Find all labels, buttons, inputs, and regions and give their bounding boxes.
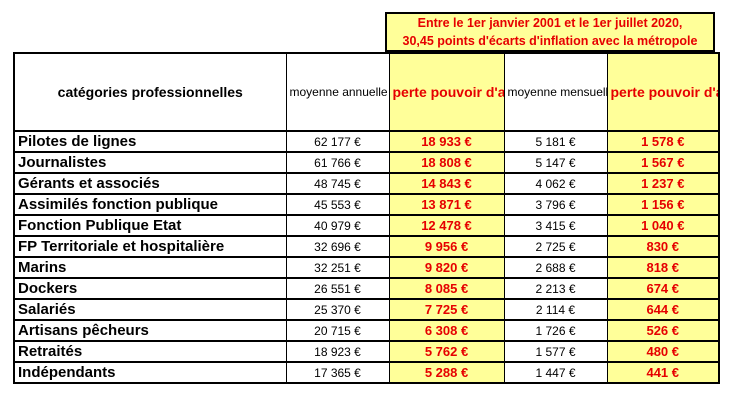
table-row: Pilotes de lignes 62 177 € 18 933 € 5 18… bbox=[13, 130, 720, 153]
table-row: FP Territoriale et hospitalière 32 696 €… bbox=[13, 235, 720, 258]
monthly-loss-cell: 480 € bbox=[606, 340, 720, 363]
monthly-loss-cell: 1 567 € bbox=[606, 151, 720, 174]
monthly-loss-cell: 526 € bbox=[606, 319, 720, 342]
monthly-loss-cell: 644 € bbox=[606, 298, 720, 321]
category-cell: Pilotes de lignes bbox=[13, 130, 287, 153]
data-table: catégories professionnelles moyenne annu… bbox=[13, 52, 720, 384]
annual-average-cell: 62 177 € bbox=[285, 130, 390, 153]
header-monthly-average: moyenne mensuelle bbox=[503, 52, 608, 132]
annual-average-cell: 25 370 € bbox=[285, 298, 390, 321]
monthly-average-cell: 5 147 € bbox=[503, 151, 608, 174]
banner-line-1: Entre le 1er janvier 2001 et le 1er juil… bbox=[417, 16, 683, 30]
category-cell: Marins bbox=[13, 256, 287, 279]
category-cell: Assimilés fonction publique bbox=[13, 193, 287, 216]
annual-average-cell: 40 979 € bbox=[285, 214, 390, 237]
category-cell: Gérants et associés bbox=[13, 172, 287, 195]
monthly-average-cell: 3 415 € bbox=[503, 214, 608, 237]
header-row: catégories professionnelles moyenne annu… bbox=[13, 52, 720, 132]
table-row: Assimilés fonction publique 45 553 € 13 … bbox=[13, 193, 720, 216]
monthly-loss-cell: 1 040 € bbox=[606, 214, 720, 237]
annual-average-cell: 18 923 € bbox=[285, 340, 390, 363]
category-cell: Artisans pêcheurs bbox=[13, 319, 287, 342]
category-cell: Indépendants bbox=[13, 361, 287, 384]
table-row: Artisans pêcheurs 20 715 € 6 308 € 1 726… bbox=[13, 319, 720, 342]
annual-average-cell: 61 766 € bbox=[285, 151, 390, 174]
monthly-average-cell: 1 726 € bbox=[503, 319, 608, 342]
banner: Entre le 1er janvier 2001 et le 1er juil… bbox=[385, 12, 715, 52]
monthly-average-cell: 2 688 € bbox=[503, 256, 608, 279]
monthly-average-cell: 2 213 € bbox=[503, 277, 608, 300]
monthly-average-cell: 5 181 € bbox=[503, 130, 608, 153]
annual-average-cell: 48 745 € bbox=[285, 172, 390, 195]
monthly-loss-cell: 441 € bbox=[606, 361, 720, 384]
monthly-loss-cell: 1 578 € bbox=[606, 130, 720, 153]
annual-average-cell: 26 551 € bbox=[285, 277, 390, 300]
annual-loss-cell: 18 808 € bbox=[388, 151, 505, 174]
table-row: Salariés 25 370 € 7 725 € 2 114 € 644 € bbox=[13, 298, 720, 321]
table-row: Journalistes 61 766 € 18 808 € 5 147 € 1… bbox=[13, 151, 720, 174]
table-row: Retraités 18 923 € 5 762 € 1 577 € 480 € bbox=[13, 340, 720, 363]
table-row: Dockers 26 551 € 8 085 € 2 213 € 674 € bbox=[13, 277, 720, 300]
annual-loss-cell: 9 820 € bbox=[388, 256, 505, 279]
monthly-loss-cell: 818 € bbox=[606, 256, 720, 279]
monthly-loss-cell: 830 € bbox=[606, 235, 720, 258]
monthly-average-cell: 3 796 € bbox=[503, 193, 608, 216]
table-row: Gérants et associés 48 745 € 14 843 € 4 … bbox=[13, 172, 720, 195]
monthly-average-cell: 1 447 € bbox=[503, 361, 608, 384]
table-row: Indépendants 17 365 € 5 288 € 1 447 € 44… bbox=[13, 361, 720, 384]
annual-loss-cell: 13 871 € bbox=[388, 193, 505, 216]
annual-loss-cell: 9 956 € bbox=[388, 235, 505, 258]
category-cell: Salariés bbox=[13, 298, 287, 321]
header-monthly-loss: perte pouvoir d'achat mensuel bbox=[606, 52, 720, 132]
annual-loss-cell: 6 308 € bbox=[388, 319, 505, 342]
table-row: Fonction Publique Etat 40 979 € 12 478 €… bbox=[13, 214, 720, 237]
table-row: Marins 32 251 € 9 820 € 2 688 € 818 € bbox=[13, 256, 720, 279]
header-annual-average: moyenne annuelle bbox=[285, 52, 390, 132]
monthly-loss-cell: 1 237 € bbox=[606, 172, 720, 195]
category-cell: Retraités bbox=[13, 340, 287, 363]
monthly-average-cell: 2 114 € bbox=[503, 298, 608, 321]
monthly-average-cell: 2 725 € bbox=[503, 235, 608, 258]
annual-loss-cell: 14 843 € bbox=[388, 172, 505, 195]
annual-average-cell: 45 553 € bbox=[285, 193, 390, 216]
annual-average-cell: 32 251 € bbox=[285, 256, 390, 279]
monthly-loss-cell: 674 € bbox=[606, 277, 720, 300]
header-annual-loss: perte pouvoir d'achat annuel bbox=[388, 52, 505, 132]
monthly-loss-cell: 1 156 € bbox=[606, 193, 720, 216]
category-cell: FP Territoriale et hospitalière bbox=[13, 235, 287, 258]
annual-loss-cell: 12 478 € bbox=[388, 214, 505, 237]
monthly-average-cell: 4 062 € bbox=[503, 172, 608, 195]
annual-average-cell: 17 365 € bbox=[285, 361, 390, 384]
annual-loss-cell: 7 725 € bbox=[388, 298, 505, 321]
annual-average-cell: 20 715 € bbox=[285, 319, 390, 342]
category-cell: Fonction Publique Etat bbox=[13, 214, 287, 237]
monthly-average-cell: 1 577 € bbox=[503, 340, 608, 363]
header-categories: catégories professionnelles bbox=[13, 52, 287, 132]
annual-loss-cell: 8 085 € bbox=[388, 277, 505, 300]
category-cell: Journalistes bbox=[13, 151, 287, 174]
annual-loss-cell: 5 762 € bbox=[388, 340, 505, 363]
annual-average-cell: 32 696 € bbox=[285, 235, 390, 258]
category-cell: Dockers bbox=[13, 277, 287, 300]
annual-loss-cell: 18 933 € bbox=[388, 130, 505, 153]
banner-line-2: 30,45 points d'écarts d'inflation avec l… bbox=[402, 34, 698, 48]
annual-loss-cell: 5 288 € bbox=[388, 361, 505, 384]
